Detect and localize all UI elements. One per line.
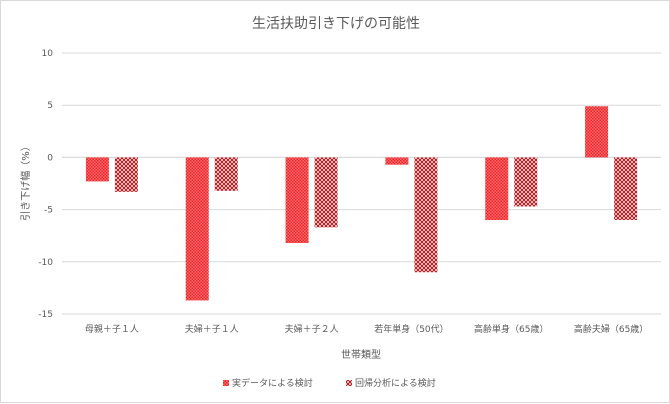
x-category-label: 夫婦＋子１人	[185, 323, 239, 335]
y-axis-label: 引き下げ幅（%）	[19, 141, 32, 221]
y-tick-label: 10	[42, 49, 54, 59]
bar-series-1	[585, 106, 609, 158]
bars	[85, 106, 638, 301]
gridlines	[62, 52, 661, 315]
chart-title: 生活扶助引き下げの可能性	[252, 16, 420, 32]
y-tick-label: 5	[47, 101, 53, 111]
bar-series-1	[285, 157, 309, 244]
x-category-label: 夫婦＋子２人	[285, 323, 339, 335]
legend-swatch-1	[223, 380, 229, 386]
y-tick-labels: 10 5 0 -5 -10 -15	[38, 49, 53, 320]
legend-label-1: 実データによる検討	[232, 377, 313, 389]
x-axis-label: 世帯類型	[341, 348, 381, 361]
bar-series-2	[114, 157, 138, 192]
x-category-labels: 母親＋子１人 夫婦＋子１人 夫婦＋子２人 若年単身（50代） 高齢単身（65歳） 高齢夫婦…	[85, 323, 648, 335]
y-tick-label: 0	[47, 153, 53, 163]
y-tick-label: -5	[44, 206, 53, 216]
bar-series-2	[414, 157, 438, 273]
bar-series-2	[614, 157, 638, 221]
bar-series-1	[85, 157, 109, 182]
bar-series-1	[385, 157, 409, 165]
y-tick-label: -15	[38, 310, 53, 320]
bar-series-2	[314, 157, 338, 228]
x-category-label: 母親＋子１人	[85, 323, 139, 335]
x-category-label: 若年単身（50代）	[374, 323, 448, 335]
y-tick-label: -10	[38, 258, 53, 268]
bar-series-1	[485, 157, 509, 221]
bar-series-2	[514, 157, 538, 207]
legend-label-2: 回帰分析による検討	[355, 377, 436, 389]
legend: 実データによる検討 回帰分析による検討	[223, 377, 436, 389]
x-category-label: 高齢単身（65歳）	[474, 323, 548, 335]
legend-swatch-2	[346, 380, 352, 386]
bar-series-1	[185, 157, 209, 301]
x-category-label: 高齢夫婦（65歳）	[574, 323, 648, 335]
bar-series-2	[214, 157, 238, 191]
